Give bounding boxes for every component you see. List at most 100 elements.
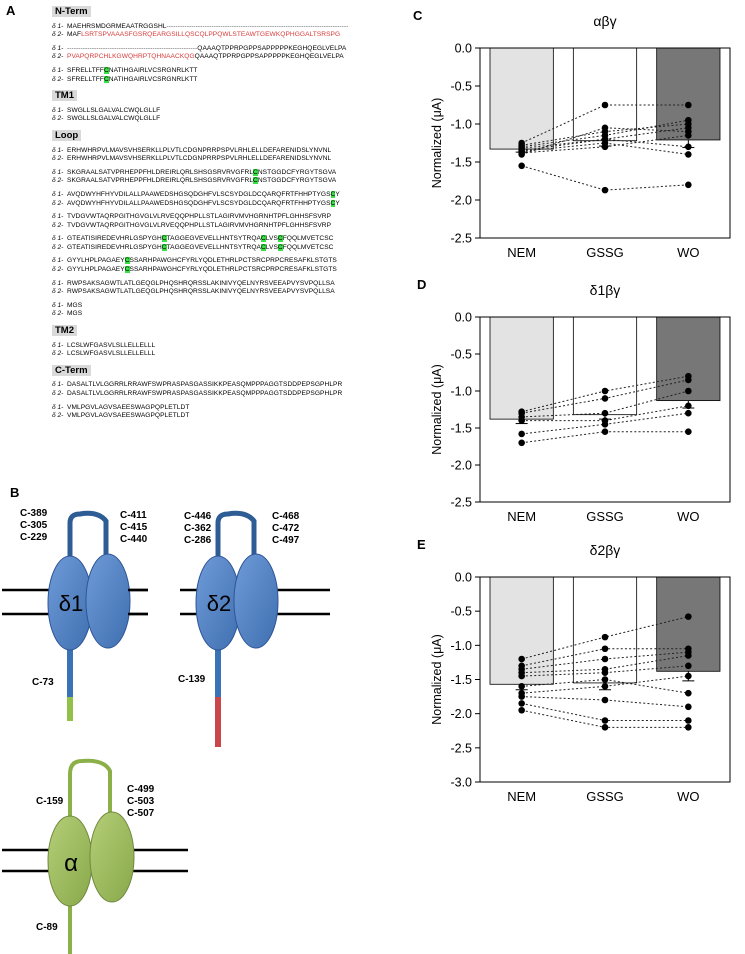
sequence-segment: MGS: [67, 301, 83, 309]
y-tick-label: -2.5: [450, 496, 472, 510]
sequence-segment: GYYLHPLPAGAEY: [67, 257, 125, 265]
section-title: Loop: [52, 129, 82, 141]
row-label: δ 1-: [52, 403, 64, 411]
y-axis-label: Normalized (μA): [430, 634, 444, 725]
sequence-segment: FQQLMVETCSC: [282, 235, 334, 243]
alignment-block: δ 1- ERHWHRPVLMAVSVHSERKLLPLVTLCDGNPRRPSP…: [52, 147, 422, 164]
data-point: [518, 149, 525, 157]
cysteine-label: C-229: [20, 532, 48, 543]
x-tick-label: GSSG: [586, 789, 624, 804]
sequence-segment: GTEATISIREDEVHRLGSPYGH: [67, 235, 162, 243]
sequence-segment: NSTGGDCFYRGYTSGVA: [257, 177, 337, 185]
highlighted-cysteine: C: [260, 235, 266, 243]
sequence-segment: QAAAQTPPRPGPPSAPPPPPKEGHQEGLVELPA: [197, 44, 347, 52]
x-tick-label: GSSG: [586, 245, 624, 260]
data-point: [685, 689, 692, 697]
sequence-segment: LVS: [265, 235, 278, 243]
tm2-helix: [85, 553, 131, 649]
y-tick-label: -2.0: [450, 459, 472, 473]
topology-diagram: δ1 C-389 C-305 C-229 C-411 C-415 C-440 C…: [2, 508, 330, 954]
cysteine-label: C-503: [127, 796, 155, 807]
sequence-segment: SSARHPAWGHCFYRLYQDLETHRLPCTSRCPRPCRESAFK…: [129, 257, 337, 265]
n-terminal-cysteine-label: C-73: [32, 677, 54, 688]
data-point: [685, 132, 692, 139]
data-point: [601, 143, 609, 151]
subunit-symbol: δ1: [59, 591, 83, 616]
row-label: δ 1-: [52, 341, 64, 349]
cysteine-label: C-497: [272, 535, 300, 546]
sequence-segment: TAGGEGVEVELLHNTSYTRQA: [166, 243, 261, 251]
alignment-row: δ 1- SWGLLSLGALVALCWQLGLLF: [52, 107, 422, 116]
alignment-section: TM2 δ 1- LCSLWFGASVLSLLELLELLL δ 2- LCSLWFGA…: [52, 325, 422, 359]
highlighted-cysteine: C: [253, 177, 258, 185]
row-label: δ 2-: [52, 412, 64, 420]
data-point: [601, 669, 609, 676]
sequence-segment: LSRTSPVAAASFGSRQEARGSILLQSCQLPPQWLSTEAWT…: [81, 31, 341, 39]
y-tick-label: -0.5: [450, 348, 472, 362]
plot-frame: [479, 316, 731, 503]
alignment-section: Loop δ 1- ERHWHRPVLMAVSVHSERKLLPLVTLCDGNPR…: [52, 129, 422, 319]
sequence-segment: SKGRAALSATVPRHEPPFHLDREIRLQRLSHSGSRVRVGF…: [67, 177, 254, 185]
sequence-segment: SFRELLTFF: [67, 75, 104, 83]
panel-label-a: A: [6, 3, 16, 18]
individual-trace: [521, 665, 689, 677]
alignment-section: C-Term δ 1- DASALTLVLGGRRLRRAWFSWPRASPASGA…: [52, 364, 422, 421]
data-point: [685, 613, 692, 620]
alignment-row: δ 1- TVDGVWTAQRPGITHGVGLVLRVEQQPHPLLSTLAG…: [52, 213, 422, 222]
alignment-row: δ 2- AVQDWYHFHYVDILALLPAAWEDSHGSQDGHFVLSC…: [52, 199, 422, 209]
alignment-block: δ 1- VMLPGVLAGVSAEESWAGPQPLETLDT δ 2- VMLPG…: [52, 404, 422, 421]
sequence-segment: SFRELLTFF: [67, 66, 104, 74]
bar-wo: [656, 316, 721, 402]
sequence-segment: TVDGVWTAQRPGITHGVGLVLRVEQQPHPLLSTLAGIRVM…: [67, 213, 332, 221]
sequence-segment: DASALTLVLGGRRLRRAWFSWPRASPASGASSIKKPEASQ…: [67, 381, 343, 389]
row-label: δ 2-: [52, 177, 64, 185]
sequence-segment: NSTGGDCFYRGYTSGVA: [257, 168, 337, 176]
cysteine-label: C-286: [184, 535, 212, 546]
data-point: [601, 387, 609, 395]
y-tick-label: -1.0: [450, 385, 472, 399]
panel-label-b: B: [10, 485, 20, 500]
cysteine-label: C-159: [36, 796, 64, 807]
row-label: δ 2-: [52, 199, 64, 207]
individual-trace: [521, 134, 689, 154]
sequence-segment: SWGLLSLGALVALCWQLGLLF: [67, 106, 161, 114]
sequence-segment: AVQDWYHFHYVDILALLPAAWEDSHGSQDGHFVLSCSYDG…: [67, 199, 331, 207]
alignment-row: δ 1- DASALTLVLGGRRLRRAWFSWPRASPASGASSIKKP…: [52, 381, 422, 390]
alignment-row: δ 1- GTEATISIREDEVHRLGSPYGHCTAGGEGVEVELLH…: [52, 235, 422, 244]
extracellular-loop: [67, 510, 109, 561]
row-label: δ 2-: [52, 390, 64, 397]
sequence-segment: RWPSAKSAGWTLATLGEQGLPHQSHRQRSSLAKINIVYQE…: [67, 279, 335, 287]
x-tick-label: NEM: [507, 245, 536, 260]
alignment-block: δ 1- MAEHRSMDGRMEAATRGGSHL---------------…: [52, 23, 422, 40]
alignment-row: δ 1- LCSLWFGASVLSLLELLELLL: [52, 342, 422, 351]
alignment-row: δ 2- GTEATISIREDEVHRLGSPYGHCTAGGEGVEVELLH…: [52, 243, 422, 253]
y-tick-label: 0.0: [455, 42, 472, 56]
alignment-row: δ 2- LCSLWFGASVLSLLELLELLL: [52, 350, 422, 359]
alignment-block: δ 1- LCSLWFGASVLSLLELLELLL δ 2- LCSLWFGASVL…: [52, 342, 422, 359]
alignment-row: δ 2- DASALTLVLGGRRLRRAWFSWPRASPASGASSIKKP…: [52, 390, 422, 399]
sequence-segment: VMLPGVLAGVSAEESWAGPQPLETLDT: [67, 412, 190, 420]
sequence-segment: SSARHPAWGHCFYRLYQDLETHRLPCTSRCPRPCRESAFK…: [129, 266, 337, 274]
alignment-row: δ 2- PVAPQRPCHLKGWQHRPTQHNAACKQGQAAAQTPPR…: [52, 53, 422, 62]
cysteine-label: C-415: [120, 522, 148, 533]
data-point: [601, 633, 609, 641]
data-point: [601, 421, 609, 428]
y-tick-label: 0.0: [455, 311, 472, 325]
individual-trace: [521, 142, 689, 155]
alignment-row: δ 2- SFRELLTFFCNATIHGAIRLVCSRGNRLKTT: [52, 75, 422, 85]
individual-trace: [521, 655, 689, 674]
data-point: [601, 101, 609, 109]
alignment-block: δ 1- SFRELLTFFCNATIHGAIRLVCSRGNRLKTT δ 2- S…: [52, 66, 422, 85]
alignment-row: δ 1- AVQDWYHFHYVDILALLPAAWEDSHGSQDGHFVLSC…: [52, 190, 422, 200]
alignment-block: δ 1- RWPSAKSAGWTLATLGEQGLPHQSHRQRSSLAKINI…: [52, 280, 422, 297]
cysteine-label: C-440: [120, 534, 148, 545]
x-tick-label: WO: [677, 245, 699, 260]
row-label: δ 1-: [52, 146, 64, 154]
row-label: δ 2-: [52, 288, 64, 296]
highlighted-cysteine: C: [103, 75, 109, 83]
alignment-row: δ 1- MAEHRSMDGRMEAATRGGSHL---------------…: [52, 23, 422, 32]
y-axis-label: Normalized (μA): [430, 98, 444, 189]
alignment-row: δ 2- MAFLSRTSPVAAASFGSRQEARGSILLQSCQLPPQW…: [52, 31, 422, 40]
alignment-row: δ 1- VMLPGVLAGVSAEESWAGPQPLETLDT: [52, 404, 422, 413]
highlighted-cysteine: C: [260, 243, 266, 251]
